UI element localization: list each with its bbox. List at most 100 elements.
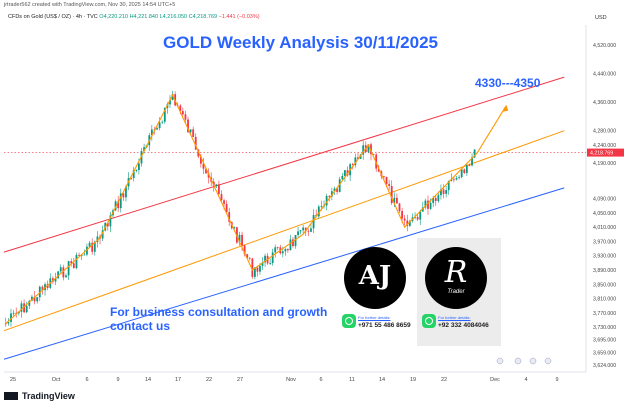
candle-body: [171, 94, 174, 101]
candle-body: [442, 189, 445, 194]
candle-body: [243, 245, 246, 255]
projected-path-arrow: [502, 104, 509, 112]
candle-body: [310, 228, 312, 232]
candle-body: [289, 239, 292, 251]
candle-body: [398, 203, 401, 212]
created-by-line: jrtrader562 created with TradingView.com…: [4, 2, 176, 8]
x-tick-label: Dec: [490, 377, 500, 383]
x-tick-label: 17: [175, 377, 181, 383]
y-tick-label: 3,624.000: [593, 363, 616, 369]
x-tick-label: 22: [441, 377, 447, 383]
candle-body: [91, 242, 94, 252]
candle-body: [259, 265, 261, 272]
candle-body: [80, 255, 83, 257]
r-trader-logo: R Trader: [425, 247, 487, 309]
economic-event-flag-icon: [544, 357, 552, 365]
r-logo-text: R: [444, 255, 468, 290]
y-tick-label: 4,440.000: [593, 72, 616, 78]
candle-body: [57, 271, 60, 279]
candle-body: [429, 202, 432, 209]
candle-body: [122, 193, 125, 198]
candle-body: [109, 215, 112, 227]
candle-body: [181, 111, 184, 115]
candle-body: [330, 191, 333, 197]
candle-body: [325, 196, 328, 206]
candle-body: [333, 188, 336, 192]
candle-body: [130, 178, 133, 179]
candle-body: [220, 194, 223, 201]
economic-event-flag-icon: [514, 357, 522, 365]
candle-body: [62, 267, 65, 278]
candle-body: [83, 254, 86, 256]
candle-body: [241, 234, 243, 246]
candle-body: [432, 197, 435, 203]
candle-body: [416, 217, 419, 220]
candle-body: [179, 105, 182, 112]
x-tick-label: 11: [349, 377, 355, 383]
candle-body: [440, 189, 442, 196]
candle-body: [401, 211, 403, 219]
candle-body: [421, 207, 424, 212]
candle-body: [54, 278, 57, 282]
candle-body: [434, 197, 437, 201]
candle-body: [65, 275, 67, 278]
candle-body: [468, 165, 471, 167]
y-tick-label: 3,930.000: [593, 254, 616, 260]
candle-body: [10, 313, 12, 323]
y-tick-label: 4,010.000: [593, 225, 616, 231]
candle-body: [114, 201, 117, 211]
candle-body: [36, 297, 39, 302]
candle-body: [287, 249, 289, 251]
y-tick-label: 3,659.000: [593, 351, 616, 357]
candle-body: [307, 231, 310, 233]
candle-body: [370, 144, 372, 155]
y-tick-label: 3,810.000: [593, 297, 616, 303]
x-tick-label: 9: [116, 377, 119, 383]
candle-body: [248, 257, 251, 259]
candle-body: [351, 164, 354, 166]
candle-body: [78, 254, 80, 256]
y-tick-label: 4,050.000: [593, 211, 616, 217]
candle-body: [233, 227, 236, 229]
contact-right-number[interactable]: +92 332 4084046: [438, 322, 489, 329]
candle-body: [383, 176, 385, 178]
whatsapp-icon[interactable]: [422, 314, 436, 328]
candle-body: [471, 157, 473, 166]
candle-body: [192, 129, 195, 137]
candle-body: [199, 156, 202, 164]
candle-body: [135, 170, 138, 171]
x-tick-label: 27: [237, 377, 243, 383]
candle-body: [4, 323, 7, 325]
ohlc-low: L4,216.050: [159, 14, 188, 20]
r-logo-sub: Trader: [447, 289, 465, 295]
candle-body: [169, 100, 171, 105]
candle-body: [28, 300, 31, 306]
x-tick-label: 6: [85, 377, 88, 383]
candle-body: [320, 206, 323, 207]
x-tick-label: 22: [206, 377, 212, 383]
candle-body: [125, 186, 127, 198]
y-tick-label: 4,190.000: [593, 161, 616, 167]
tradingview-logo[interactable]: TradingView: [4, 391, 75, 401]
candle-body: [463, 169, 466, 173]
candle-body: [367, 144, 370, 153]
candle-body: [473, 149, 476, 158]
candle-body: [187, 119, 189, 133]
whatsapp-icon[interactable]: [342, 314, 356, 328]
candle-body: [269, 263, 272, 264]
candle-body: [354, 157, 357, 166]
candle-body: [207, 173, 210, 178]
candle-body: [408, 220, 411, 226]
candle-body: [202, 163, 205, 169]
candle-body: [357, 157, 359, 159]
contact-left: For further details: +971 55 486 8659: [358, 314, 411, 330]
y-tick-label: 4,360.000: [593, 100, 616, 106]
channel-line-middle: [3, 130, 565, 332]
symbol-name[interactable]: CFDs on Gold (US$ / OZ) · 4h · TVC: [8, 14, 98, 20]
target-label: 4330---4350: [475, 76, 541, 90]
candle-body: [419, 211, 422, 220]
y-tick-label: 4,280.000: [593, 129, 616, 135]
tradingview-brand: TradingView: [22, 391, 75, 401]
contact-left-number[interactable]: +971 55 486 8659: [358, 322, 411, 329]
